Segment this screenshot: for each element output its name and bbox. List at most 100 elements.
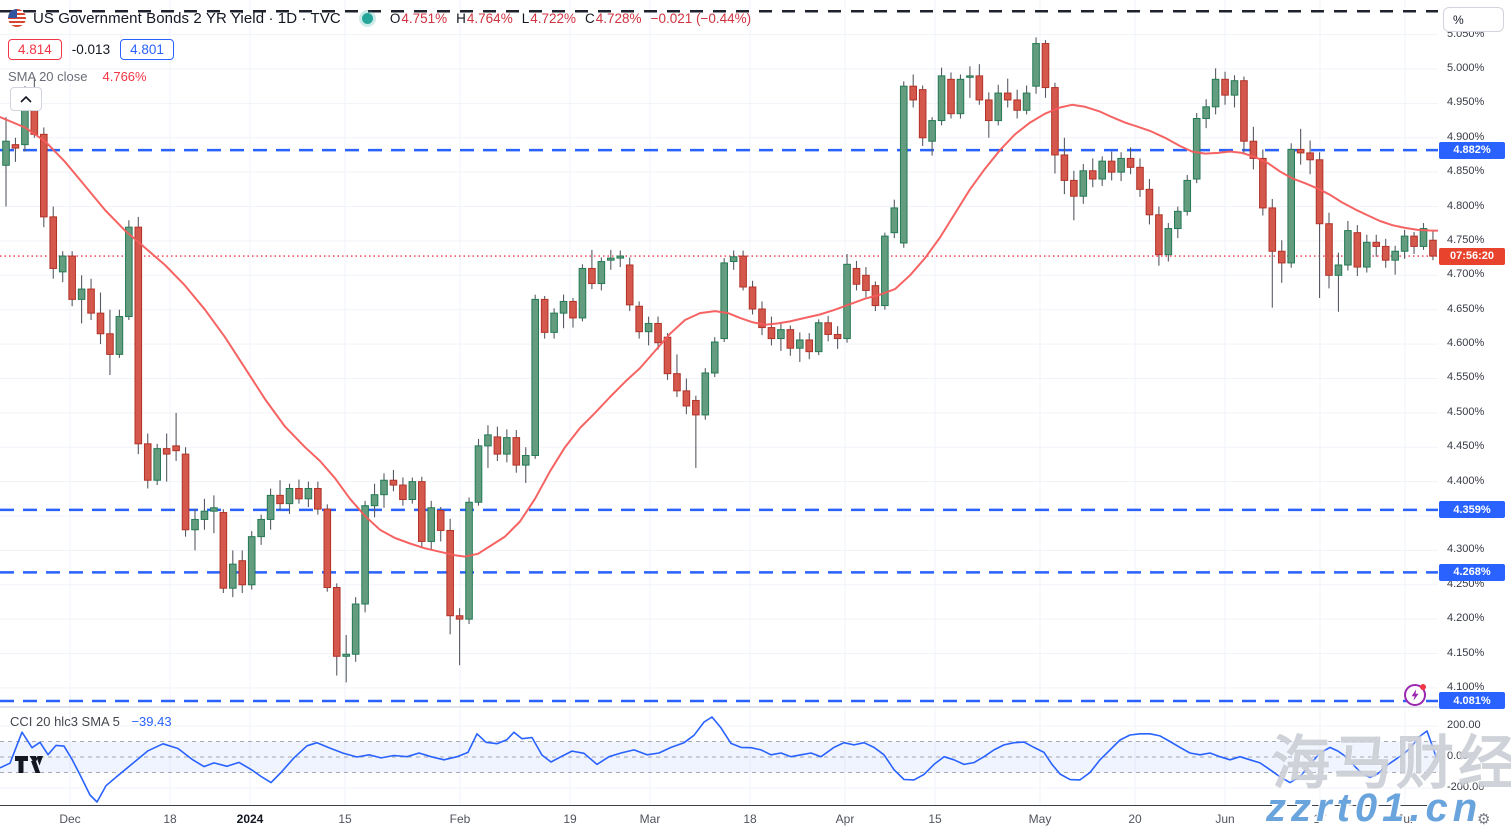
candle (1051, 87, 1059, 156)
candle (304, 487, 313, 500)
candle (493, 436, 502, 455)
price-tick-label: 4.400% (1447, 474, 1485, 487)
price-level-label: 4.359% (1439, 501, 1505, 519)
ask-price-box[interactable]: 4.801 (120, 38, 174, 60)
candle (68, 255, 76, 300)
change-readout: −0.021 (−0.44%) (650, 10, 752, 26)
cci-line[interactable] (0, 716, 1439, 803)
price-tick-label: 4.800% (1447, 199, 1485, 212)
time-tick-label: Apr (835, 812, 855, 826)
candle (1060, 154, 1069, 181)
candle (956, 78, 965, 115)
time-tick-label: Jul (1397, 812, 1413, 826)
candle (332, 587, 341, 657)
candle (172, 445, 180, 452)
time-tick-label: Dec (59, 812, 81, 826)
candle (408, 481, 417, 501)
candle (1372, 241, 1381, 247)
candle (625, 264, 634, 306)
market-status-dot[interactable] (361, 12, 373, 24)
candle (399, 484, 407, 501)
candle (1032, 43, 1040, 87)
candle (597, 261, 606, 285)
candle (210, 507, 218, 512)
candle (1211, 78, 1220, 108)
time-tick-label: Feb (449, 812, 471, 826)
time-tick-label: Jun (1215, 812, 1235, 826)
symbol-title[interactable]: US Government Bonds 2 YR Yield · 1D · TV… (33, 9, 341, 27)
candle (947, 78, 955, 115)
candle (446, 529, 454, 617)
candle (465, 501, 473, 620)
candle (616, 255, 625, 259)
price-scale-unit-button[interactable]: % (1443, 7, 1504, 32)
candle (985, 99, 993, 122)
alert-flash-icon[interactable] (1404, 684, 1426, 706)
price-tick-label: 4.550% (1447, 371, 1485, 384)
candle (1013, 99, 1021, 111)
candle (219, 512, 228, 589)
candle (1334, 264, 1343, 276)
candle (1079, 170, 1088, 197)
price-level-label: 4.268% (1439, 563, 1505, 581)
candle (975, 75, 984, 101)
time-tick-label: 18 (163, 812, 177, 826)
candle (115, 316, 124, 355)
price-tick-label: 4.950% (1447, 96, 1485, 109)
cci-tick-label: 0.00 (1447, 750, 1469, 762)
candle (436, 510, 445, 531)
candle (918, 89, 927, 139)
candle (937, 75, 946, 122)
candle (229, 563, 237, 589)
candle (739, 255, 747, 288)
price-tick-label: 4.900% (1447, 130, 1485, 143)
price-tick-label: 4.600% (1447, 337, 1485, 350)
price-tick-label: 4.500% (1447, 405, 1485, 418)
candle (285, 487, 294, 505)
candle (607, 257, 615, 261)
candle (692, 399, 700, 416)
candle (521, 454, 530, 466)
price-tick-label: 5.000% (1447, 62, 1485, 74)
candle (1136, 166, 1144, 190)
candle (1164, 228, 1173, 256)
candle (162, 448, 171, 455)
price-scale[interactable]: 5.050% 5.000% 4.950% 4.900% 4.850% 4.800% 4.75… (1438, 0, 1511, 806)
legend-collapse-button[interactable] (10, 87, 42, 111)
candle (1088, 170, 1097, 180)
candle (654, 322, 662, 344)
candle (1174, 210, 1182, 230)
candle (314, 487, 322, 510)
candle (125, 226, 133, 318)
candle (2, 140, 10, 166)
candle (295, 487, 303, 500)
price-level-label: 4.081% (1439, 692, 1505, 710)
candle (323, 508, 332, 589)
candle (361, 505, 369, 605)
candle (512, 437, 521, 466)
cci-indicator-legend[interactable]: CCI 20 hlc3 SMA 5 −39.43 (10, 714, 172, 729)
candle (1400, 235, 1409, 252)
tradingview-logo[interactable] (14, 755, 44, 779)
candle (1410, 235, 1418, 247)
bid-ask-change: -0.013 (71, 41, 111, 57)
candle (852, 267, 861, 285)
sma-legend[interactable]: SMA 20 close 4.766% (8, 69, 147, 84)
candle (701, 372, 710, 416)
candle (1145, 188, 1154, 216)
candle (862, 274, 870, 291)
candle (153, 448, 161, 481)
candle (729, 256, 738, 263)
gear-icon[interactable]: ⚙ (1477, 811, 1491, 828)
candle (890, 207, 899, 234)
time-scale[interactable]: ⚙ Dec 18 2024 15 Feb 19 Mar 18 Apr 15 May 20 Jun 17 Ju… (0, 806, 1511, 834)
candle (843, 263, 851, 340)
candle (758, 308, 766, 329)
price-tick-label: 4.750% (1447, 233, 1485, 246)
sma20-line[interactable] (0, 103, 1439, 558)
candle (1003, 92, 1012, 101)
cci-band (0, 741, 1438, 773)
bid-price-box[interactable]: 4.814 (8, 38, 62, 60)
candle (833, 333, 842, 340)
